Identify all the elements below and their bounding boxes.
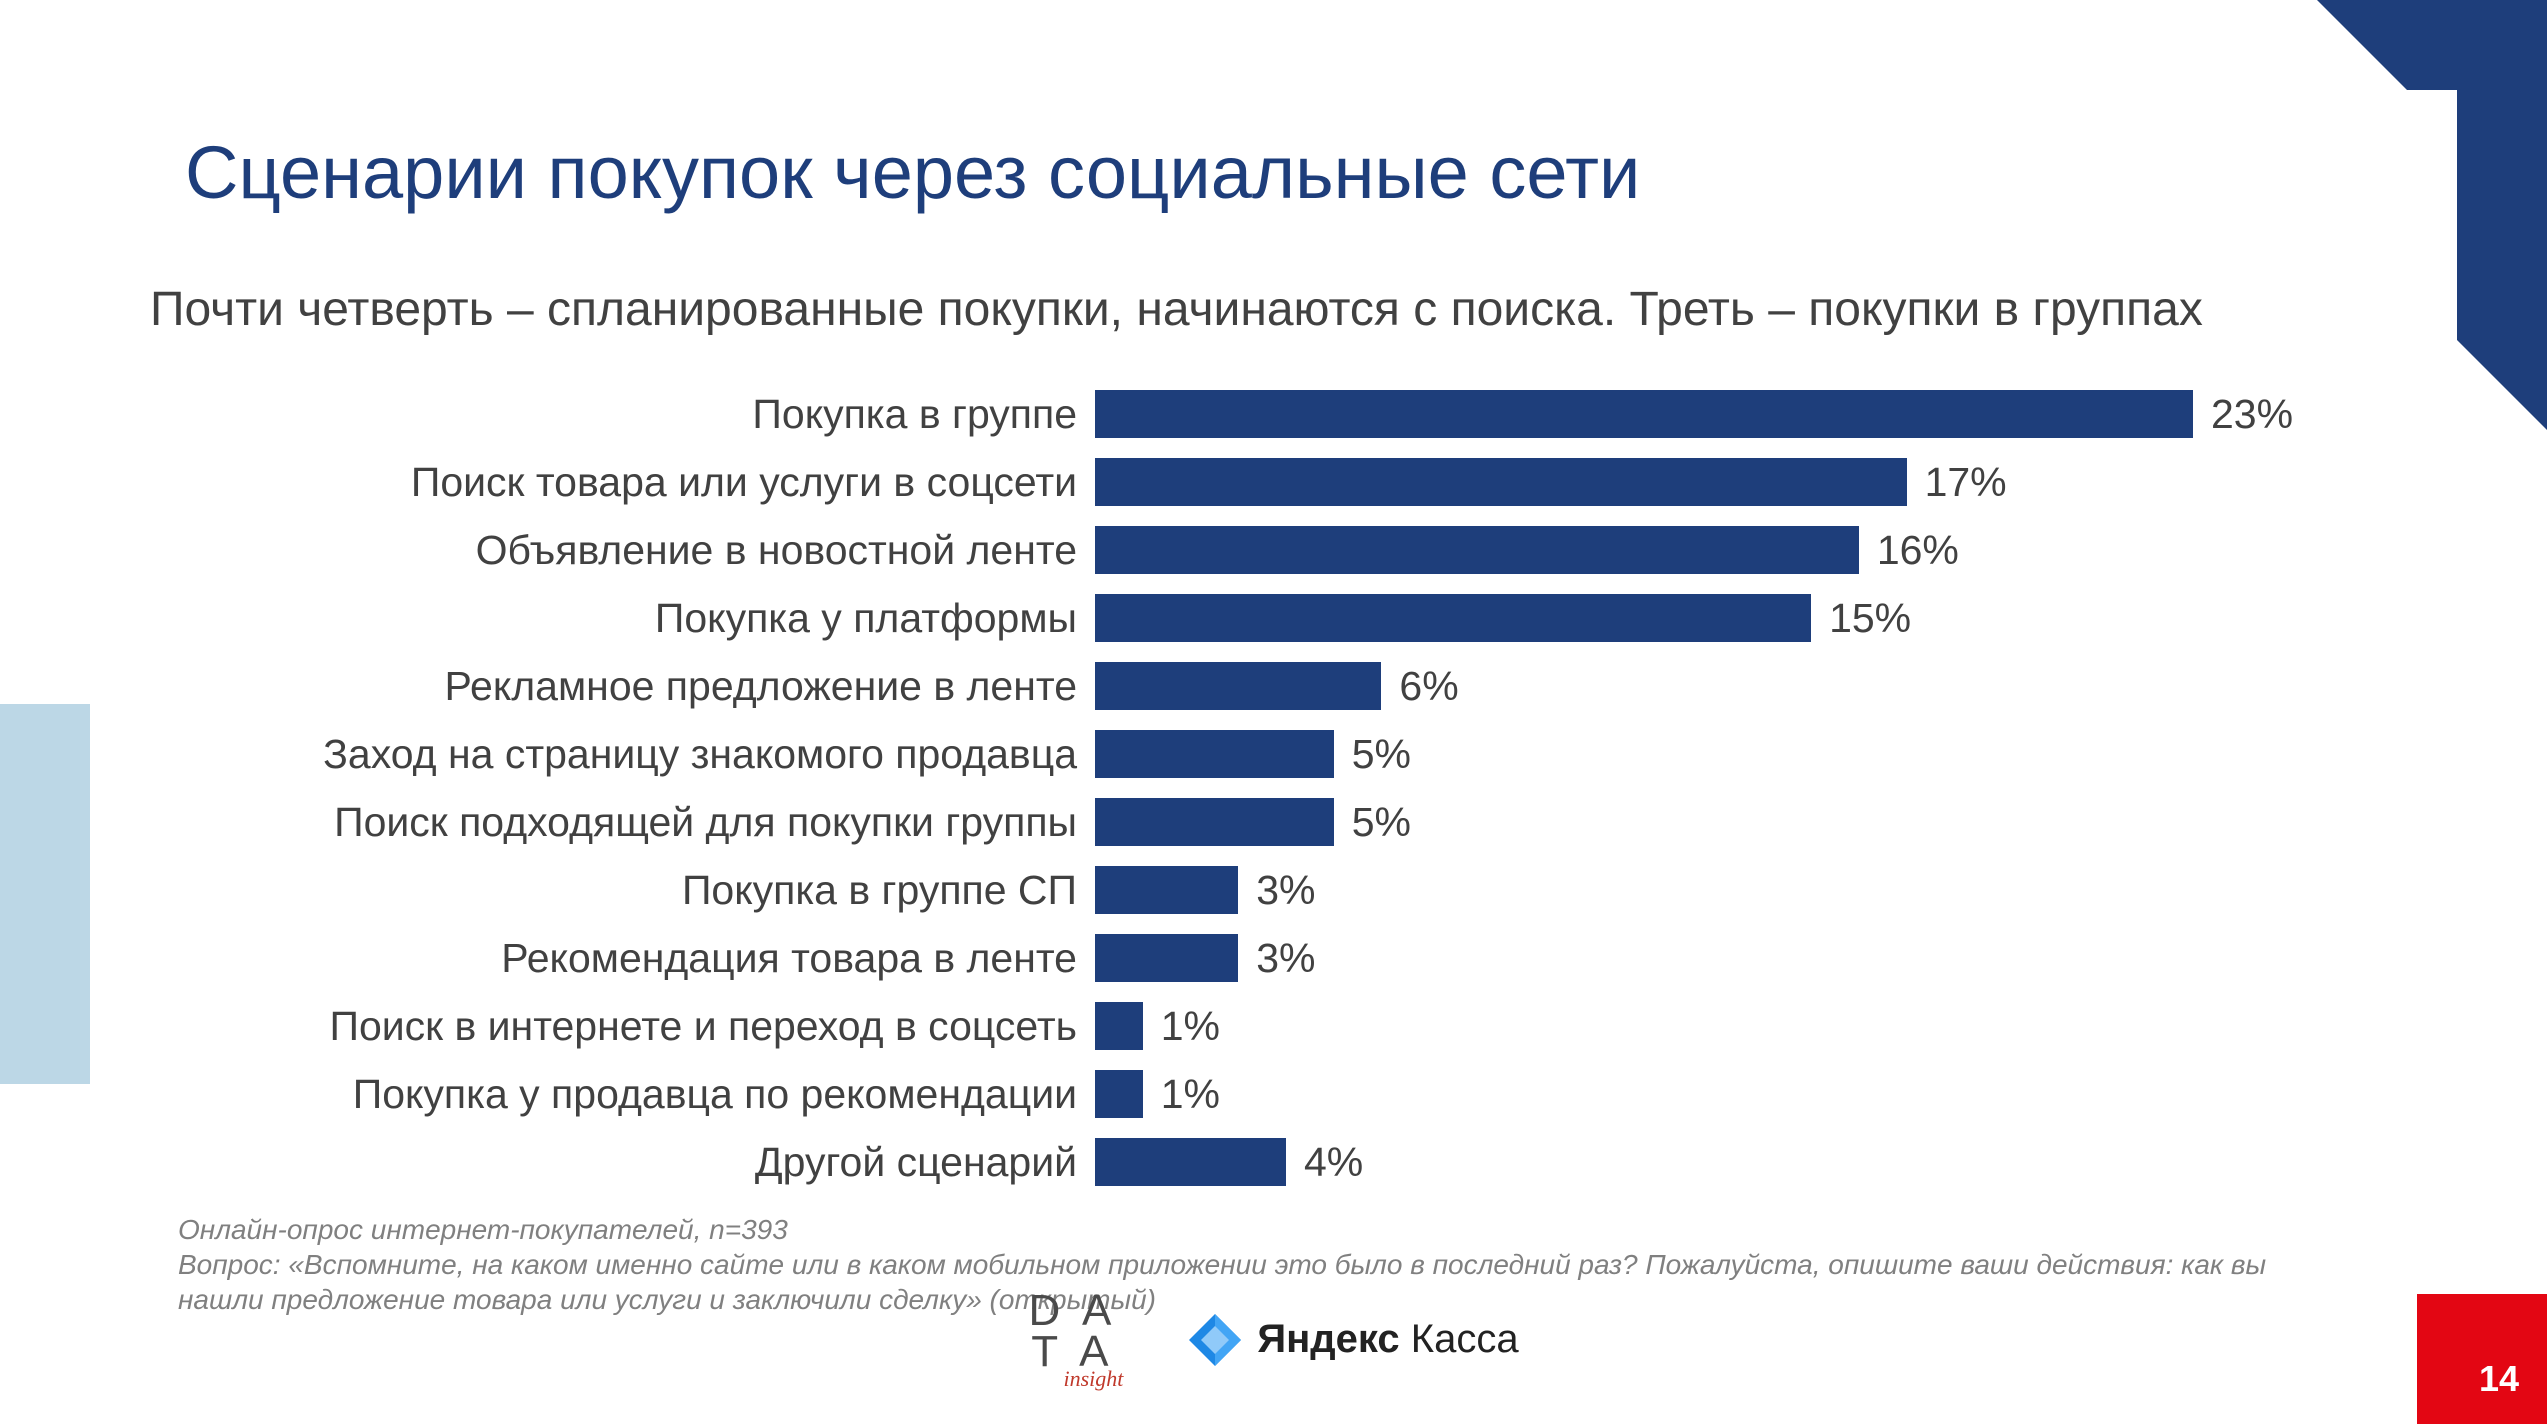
bar-value: 4% <box>1304 1139 1363 1186</box>
bar-value: 1% <box>1161 1003 1220 1050</box>
bar-label: Поиск в интернете и переход в соцсеть <box>150 1003 1095 1050</box>
bar-value: 1% <box>1161 1071 1220 1118</box>
bar-value: 3% <box>1256 867 1315 914</box>
bar-label: Поиск товара или услуги в соцсети <box>150 459 1095 506</box>
slide-subtitle: Почти четверть – спланированные покупки,… <box>150 280 2327 340</box>
bar-label: Покупка в группе СП <box>150 867 1095 914</box>
bar-label: Другой сценарий <box>150 1139 1095 1186</box>
bar-label: Покупка в группе <box>150 391 1095 438</box>
bar-value: 6% <box>1399 663 1458 710</box>
bar <box>1095 730 1334 778</box>
page-number: 14 <box>2417 1294 2547 1424</box>
bar <box>1095 1138 1286 1186</box>
logo-text: Яндекс Касса <box>1257 1317 1518 1362</box>
bar-label: Покупка у продавца по рекомендации <box>150 1071 1095 1118</box>
bar-label: Объявление в новостной ленте <box>150 527 1095 574</box>
bar <box>1095 390 2193 438</box>
bar-value: 16% <box>1877 527 1959 574</box>
bar-value: 15% <box>1829 595 1911 642</box>
bar <box>1095 662 1381 710</box>
bar <box>1095 526 1859 574</box>
bar <box>1095 458 1907 506</box>
logo-text: D A <box>1028 1290 1117 1332</box>
bar <box>1095 798 1334 846</box>
bar-cell: 3% <box>1095 924 2330 992</box>
bar <box>1095 866 1238 914</box>
bar-value: 5% <box>1352 731 1411 778</box>
chart-row: Рекомендация товара в ленте 3% <box>150 924 2330 992</box>
chart-row: Покупка у продавца по рекомендации 1% <box>150 1060 2330 1128</box>
chart-row: Поиск товара или услуги в соцсети 17% <box>150 448 2330 516</box>
slide: Сценарии покупок через социальные сети П… <box>0 0 2547 1424</box>
bar <box>1095 934 1238 982</box>
chart-row: Объявление в новостной ленте 16% <box>150 516 2330 584</box>
bar-value: 5% <box>1352 799 1411 846</box>
bar-label: Поиск подходящей для покупки группы <box>150 799 1095 846</box>
bar <box>1095 594 1811 642</box>
chart-row: Поиск в интернете и переход в соцсеть 1% <box>150 992 2330 1060</box>
data-insight-logo: D A T A insight <box>1028 1290 1117 1390</box>
bar-cell: 1% <box>1095 992 2330 1060</box>
bar-cell: 15% <box>1095 584 2330 652</box>
chart-row: Покупка в группе 23% <box>150 380 2330 448</box>
chart-row: Заход на страницу знакомого продавца 5% <box>150 720 2330 788</box>
chart-row: Покупка в группе СП 3% <box>150 856 2330 924</box>
slide-title: Сценарии покупок через социальные сети <box>185 130 1640 215</box>
bar-cell: 4% <box>1095 1128 2330 1196</box>
bar-value: 23% <box>2211 391 2293 438</box>
bar-label: Рекламное предложение в ленте <box>150 663 1095 710</box>
diamond-icon <box>1187 1312 1243 1368</box>
bar-label: Рекомендация товара в ленте <box>150 935 1095 982</box>
bar-value: 17% <box>1925 459 2007 506</box>
bar <box>1095 1002 1143 1050</box>
footnote-line: Онлайн-опрос интернет-покупателей, n=393 <box>178 1212 2327 1247</box>
yandex-kassa-logo: Яндекс Касса <box>1187 1312 1518 1368</box>
bar-cell: 6% <box>1095 652 2330 720</box>
bar-label: Заход на страницу знакомого продавца <box>150 731 1095 778</box>
bar-chart: Покупка в группе 23% Поиск товара или услу… <box>150 380 2330 1196</box>
bar-cell: 1% <box>1095 1060 2330 1128</box>
bar-cell: 16% <box>1095 516 2330 584</box>
bar-cell: 5% <box>1095 720 2330 788</box>
chart-row: Поиск подходящей для покупки группы 5% <box>150 788 2330 856</box>
bar <box>1095 1070 1143 1118</box>
bar-value: 3% <box>1256 935 1315 982</box>
chart-row: Другой сценарий 4% <box>150 1128 2330 1196</box>
chart-row: Рекламное предложение в ленте 6% <box>150 652 2330 720</box>
chart-row: Покупка у платформы 15% <box>150 584 2330 652</box>
bar-cell: 23% <box>1095 380 2330 448</box>
logo-text: insight <box>1063 1369 1123 1390</box>
bar-cell: 5% <box>1095 788 2330 856</box>
bar-cell: 3% <box>1095 856 2330 924</box>
bar-cell: 17% <box>1095 448 2330 516</box>
logo-strip: D A T A insight Яндекс Касса <box>0 1290 2547 1390</box>
left-accent-icon <box>0 704 90 1084</box>
bar-label: Покупка у платформы <box>150 595 1095 642</box>
